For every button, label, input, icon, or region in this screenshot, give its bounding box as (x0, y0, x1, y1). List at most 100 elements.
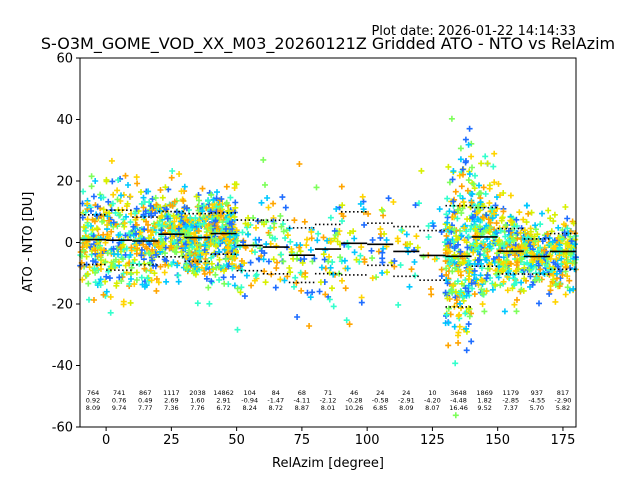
data-point (80, 188, 87, 195)
data-point (316, 288, 323, 295)
data-point (127, 219, 134, 226)
data-point (223, 183, 230, 190)
data-point (291, 283, 297, 290)
data-point (180, 197, 187, 204)
data-point (532, 238, 539, 245)
data-point (458, 305, 464, 312)
data-point (509, 285, 516, 292)
data-point (539, 210, 545, 217)
data-point (183, 261, 190, 268)
data-point (146, 241, 153, 248)
data-point (550, 259, 557, 266)
bin-mean-label: -2.85 (502, 397, 519, 405)
data-point (203, 216, 209, 223)
data-point (464, 216, 471, 223)
bin-std-label: 10.26 (345, 404, 364, 412)
x-tick-label: 75 (294, 433, 311, 448)
data-point (118, 278, 125, 284)
bin-mean-label: -4.20 (424, 397, 441, 405)
data-point (502, 233, 509, 240)
data-point (138, 252, 145, 259)
bin-mean-std-lines (80, 204, 576, 308)
data-point (163, 278, 170, 285)
bin-mean-label: -2.90 (555, 397, 572, 405)
data-point (164, 215, 171, 222)
data-point (145, 221, 151, 228)
data-point (221, 280, 228, 287)
data-point (106, 210, 113, 217)
data-point (149, 246, 156, 253)
data-point (462, 310, 469, 317)
data-point (138, 189, 144, 195)
data-point (94, 203, 101, 210)
data-point (333, 206, 340, 212)
data-point (473, 210, 480, 217)
data-point (444, 280, 451, 287)
data-point (383, 237, 390, 244)
data-point (458, 210, 465, 217)
data-point (451, 323, 458, 330)
plot-date: Plot date: 2026-01-22 14:14:33 (371, 24, 576, 39)
data-point (133, 174, 140, 181)
data-point (174, 243, 180, 250)
data-point (287, 238, 294, 245)
data-point (361, 221, 368, 228)
data-point (471, 185, 478, 192)
y-axis-ticks: -60 -40 -20 0 20 40 60 (52, 52, 80, 436)
data-point (220, 263, 227, 270)
data-point (510, 272, 517, 278)
data-point (556, 283, 563, 290)
data-point (339, 218, 345, 225)
data-point (380, 245, 387, 252)
data-point (465, 305, 472, 312)
data-point (153, 287, 160, 294)
data-point (233, 248, 239, 255)
data-point (521, 264, 528, 271)
data-point (473, 276, 480, 283)
data-point (140, 204, 147, 211)
data-point (219, 224, 226, 231)
data-point (547, 283, 554, 290)
y-tick-label: 0 (65, 236, 73, 251)
bin-count-label: 1117 (163, 389, 180, 397)
data-point (277, 213, 284, 219)
data-point (308, 228, 315, 235)
data-point (490, 256, 497, 262)
data-point (274, 259, 280, 266)
data-point (100, 194, 107, 201)
data-point (455, 206, 462, 213)
data-point (311, 255, 318, 262)
data-point (157, 263, 164, 270)
data-point (479, 277, 486, 284)
x-tick-label: 175 (551, 433, 576, 448)
data-point (368, 247, 375, 254)
data-point (571, 241, 578, 248)
data-point (284, 232, 291, 239)
data-point (379, 249, 386, 256)
data-point (457, 248, 464, 255)
data-point (528, 209, 535, 216)
data-point (448, 115, 455, 122)
data-point (146, 199, 153, 206)
data-point (449, 256, 455, 263)
data-point (261, 250, 268, 257)
data-point (481, 248, 488, 254)
bin-count-label: 46 (350, 389, 358, 397)
data-point (120, 270, 127, 277)
data-point (331, 235, 338, 242)
data-point (270, 256, 277, 263)
bin-std-label: 7.76 (190, 404, 204, 412)
data-point (552, 243, 559, 250)
data-point (322, 246, 329, 253)
data-point (191, 256, 198, 263)
data-point (357, 252, 364, 259)
data-point (450, 198, 457, 205)
data-point (104, 250, 111, 257)
data-point (529, 281, 536, 288)
bin-std-label: 5.70 (530, 404, 544, 412)
data-point (146, 235, 153, 242)
data-point (480, 252, 487, 259)
data-point (465, 282, 472, 289)
data-point (562, 264, 569, 271)
data-point (463, 325, 470, 332)
